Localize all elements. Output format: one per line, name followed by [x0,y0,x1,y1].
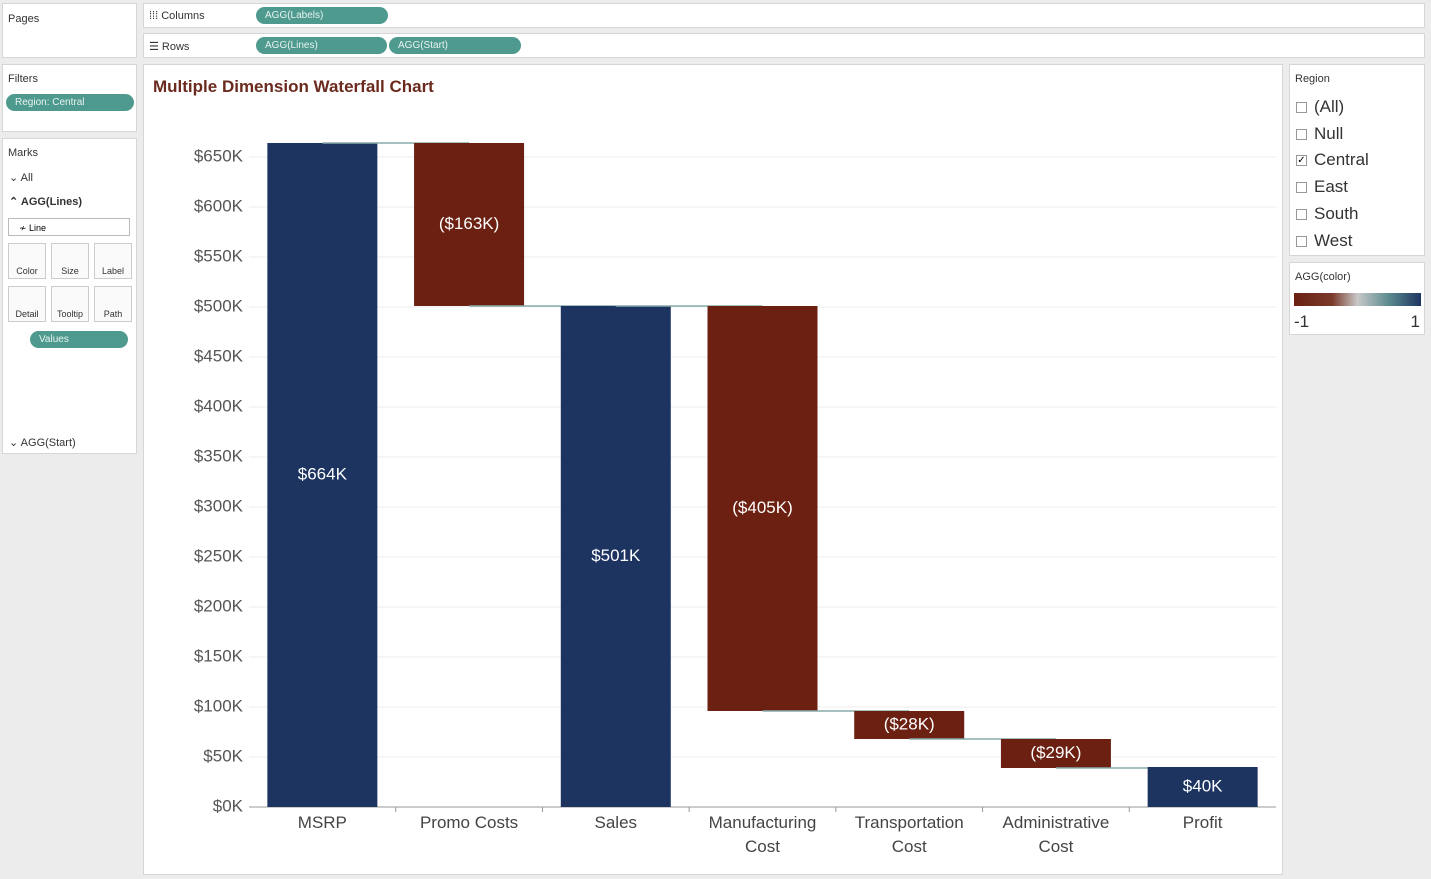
mark-type-dropdown[interactable]: ≁ Line [8,218,130,236]
checkbox[interactable] [1296,235,1307,247]
color-ramp [1294,293,1421,306]
y-tick-label: $550K [194,246,244,265]
bar [707,306,818,711]
label-text: All [20,172,33,184]
checkbox[interactable] [1296,102,1307,113]
x-tick-label: Manufacturing Cost [708,813,817,856]
x-tick-label: Sales [594,813,638,832]
data-label: ($29K) [1030,743,1081,762]
label-text: AGG(Start) [20,437,76,449]
label-text: Line [29,223,47,233]
chart: $0K $50K $100K $150K $200K $250K $300K $350K $40… [194,142,1276,815]
y-tick-label: $300K [194,496,244,515]
label-text: AGG(Lines) [20,196,82,208]
checkbox[interactable] [1296,208,1307,220]
columns-shelf: ⁞⁞⁞ Columns AGG(Labels) [143,3,1425,28]
data-label: $664K [298,464,348,483]
y-tick-label: $250K [194,546,244,565]
checkbox[interactable] [1296,182,1307,194]
checkbox[interactable] [1296,128,1307,140]
bar [267,143,378,807]
region-option[interactable]: (All) [1314,97,1345,116]
region-option[interactable]: South [1314,203,1359,223]
label-text: Rows [161,41,190,53]
x-tick-label: Promo Costs [419,813,519,832]
region-option[interactable]: Central [1314,150,1369,170]
marks-card: Marks ⌄ All ⌃ AGG(Lines) ≁ Line Color Si… [2,138,137,454]
region-option[interactable]: West [1314,230,1353,250]
region-option[interactable]: Null [1314,123,1344,143]
x-tick-label: Profit [1182,813,1223,832]
legend-max: 1 [1410,312,1420,331]
rows-shelf: ☰ Rows AGG(Lines) AGG(Start) [143,33,1425,58]
legend-min: -1 [1294,312,1310,331]
y-tick-label: $350K [194,446,244,465]
label-text: Columns [161,10,205,22]
chart-title: Multiple Dimension Waterfall Chart [153,77,434,96]
label: AGG(color) [1295,271,1351,283]
data-label: ($163K) [439,214,499,233]
bar [560,306,671,807]
size-button[interactable]: Size [51,243,89,279]
y-tick-label: $200K [194,596,244,615]
y-tick-label: $50K [203,746,243,765]
filters-card: Filters Region: Central [2,64,137,132]
pill[interactable]: Region: Central [6,94,134,111]
pill[interactable]: AGG(Start) [389,37,521,54]
y-tick-label: $600K [194,196,244,215]
pages-shelf: Pages [2,3,137,58]
bar [854,711,965,739]
path-button[interactable]: Path [94,286,132,322]
bar [1000,739,1111,768]
label: ⁞⁞⁞ Columns [149,10,205,22]
y-tick-label: $400K [194,396,244,415]
pill[interactable]: AGG(Lines) [256,37,387,54]
data-label: $40K [1183,776,1223,795]
y-tick-label: $150K [194,646,244,665]
chart-pane: Multiple Dimension Waterfall Chart $0K $5… [143,64,1283,875]
bar [1147,767,1258,807]
detail-button[interactable]: Detail [8,286,46,322]
pill[interactable]: AGG(Labels) [256,7,388,24]
y-tick-label: $450K [194,346,244,365]
label: Pages [8,13,40,25]
label: Filters [8,73,38,85]
label[interactable]: ⌄ AGG(Start) [9,437,76,449]
y-tick-label: $100K [194,696,244,715]
color-legend: AGG(color) -1 1 [1289,262,1425,335]
label: ⌄ All [9,172,33,184]
label: ☰ Rows [149,41,190,53]
data-label: ($28K) [884,714,935,733]
x-tick-label: MSRP [297,813,347,832]
bar [414,143,525,306]
color-button[interactable]: Color [8,243,46,279]
label: Region [1295,73,1330,85]
y-tick-label: $0K [213,796,244,815]
region-option[interactable]: East [1314,177,1349,197]
checkbox[interactable]: ✓ [1296,155,1307,167]
data-label: ($405K) [732,498,792,517]
y-tick-label: $500K [194,296,244,315]
pill[interactable]: Values [30,331,128,348]
label[interactable]: ⌃ AGG(Lines) [9,196,82,208]
label-button[interactable]: Label [94,243,132,279]
x-tick-label: Transportation Cost [854,813,964,856]
x-tick-label: Administrative Cost [1002,813,1110,856]
tooltip-button[interactable]: Tooltip [51,286,89,322]
label: Marks [8,147,38,159]
data-label: $501K [591,546,641,565]
y-tick-label: $650K [194,146,244,165]
region-filter: Region (All) Null ✓ Central East South West [1289,64,1425,256]
